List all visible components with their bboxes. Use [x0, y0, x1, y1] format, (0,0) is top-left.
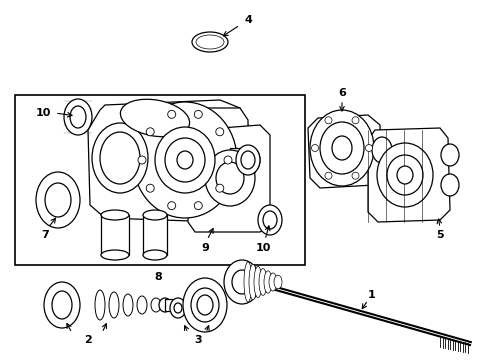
Text: 1: 1 — [368, 290, 376, 300]
Ellipse shape — [249, 264, 257, 300]
Ellipse shape — [155, 127, 215, 193]
Circle shape — [325, 172, 332, 179]
Ellipse shape — [101, 250, 129, 260]
Text: 10: 10 — [255, 243, 270, 253]
Circle shape — [195, 202, 202, 210]
Ellipse shape — [170, 298, 186, 318]
Ellipse shape — [332, 136, 352, 160]
Ellipse shape — [372, 137, 392, 163]
Bar — [15, 95, 305, 265]
Ellipse shape — [263, 211, 277, 229]
Circle shape — [352, 117, 359, 124]
Circle shape — [216, 184, 224, 192]
Ellipse shape — [143, 210, 167, 220]
Ellipse shape — [159, 298, 171, 312]
Text: 7: 7 — [41, 230, 49, 240]
Ellipse shape — [197, 295, 213, 315]
Circle shape — [168, 202, 176, 210]
Bar — [143, 215, 167, 255]
Ellipse shape — [254, 266, 262, 298]
Ellipse shape — [151, 298, 161, 312]
Circle shape — [216, 128, 224, 136]
Ellipse shape — [241, 151, 255, 169]
Ellipse shape — [244, 262, 252, 302]
Ellipse shape — [52, 291, 72, 319]
Ellipse shape — [133, 102, 237, 218]
Ellipse shape — [264, 271, 272, 293]
Ellipse shape — [310, 110, 374, 186]
Polygon shape — [188, 125, 270, 232]
Ellipse shape — [123, 294, 133, 316]
Ellipse shape — [64, 99, 92, 135]
Ellipse shape — [216, 162, 244, 194]
Ellipse shape — [274, 275, 282, 289]
Ellipse shape — [205, 150, 255, 206]
Ellipse shape — [70, 106, 86, 128]
Ellipse shape — [137, 296, 147, 314]
Circle shape — [146, 184, 154, 192]
Ellipse shape — [387, 155, 423, 195]
Circle shape — [352, 172, 359, 179]
Ellipse shape — [100, 132, 140, 184]
Circle shape — [224, 156, 232, 164]
Text: 3: 3 — [194, 335, 202, 345]
Text: 2: 2 — [84, 335, 92, 345]
Polygon shape — [308, 115, 382, 188]
Circle shape — [138, 156, 146, 164]
Ellipse shape — [258, 205, 282, 235]
Text: 10: 10 — [35, 108, 50, 118]
Ellipse shape — [224, 260, 260, 304]
Ellipse shape — [191, 288, 219, 322]
Ellipse shape — [269, 273, 277, 291]
Ellipse shape — [236, 145, 260, 175]
Text: 6: 6 — [338, 88, 346, 98]
Circle shape — [168, 111, 176, 118]
Ellipse shape — [232, 270, 252, 294]
Ellipse shape — [377, 143, 433, 207]
Circle shape — [312, 144, 318, 152]
Circle shape — [366, 144, 372, 152]
Ellipse shape — [44, 282, 80, 328]
Ellipse shape — [143, 250, 167, 260]
Text: 5: 5 — [436, 230, 444, 240]
Circle shape — [325, 117, 332, 124]
Text: 4: 4 — [244, 15, 252, 25]
Ellipse shape — [183, 278, 227, 332]
Ellipse shape — [109, 292, 119, 318]
Ellipse shape — [45, 183, 71, 217]
Ellipse shape — [320, 122, 364, 174]
Ellipse shape — [192, 32, 228, 52]
Bar — [101, 215, 129, 255]
Circle shape — [146, 128, 154, 136]
Ellipse shape — [95, 290, 105, 320]
Ellipse shape — [441, 144, 459, 166]
Ellipse shape — [397, 166, 413, 184]
Ellipse shape — [244, 148, 260, 172]
Ellipse shape — [259, 269, 267, 296]
Ellipse shape — [101, 210, 129, 220]
Ellipse shape — [36, 172, 80, 228]
Bar — [165, 299, 173, 311]
Circle shape — [195, 111, 202, 118]
Ellipse shape — [174, 303, 182, 313]
Polygon shape — [195, 108, 248, 218]
Ellipse shape — [441, 174, 459, 196]
Ellipse shape — [121, 99, 190, 137]
Ellipse shape — [165, 138, 205, 182]
Ellipse shape — [92, 123, 148, 193]
Polygon shape — [368, 128, 450, 222]
Ellipse shape — [177, 151, 193, 169]
Text: 9: 9 — [201, 243, 209, 253]
Text: 8: 8 — [154, 272, 162, 282]
Polygon shape — [88, 100, 248, 222]
Bar — [230, 148, 255, 172]
